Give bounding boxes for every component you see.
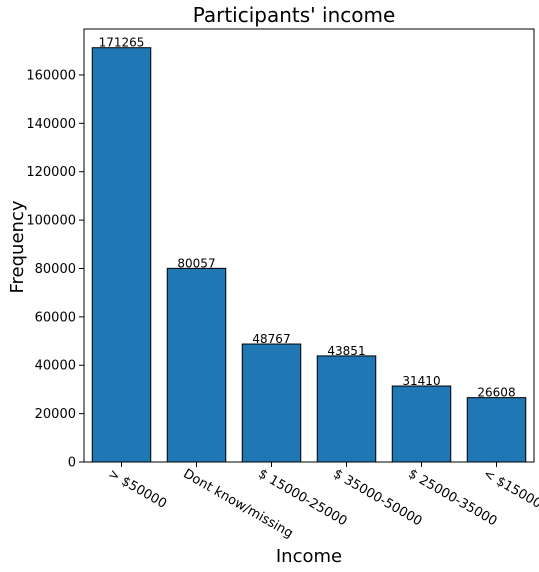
bar — [391, 385, 452, 463]
data-label: 43851 — [327, 344, 365, 358]
y-tick-label: 60000 — [35, 310, 76, 325]
data-label: 171265 — [99, 36, 145, 50]
x-axis-label: Income — [276, 546, 342, 567]
data-label: 31410 — [402, 374, 440, 388]
y-tick-label: 100000 — [26, 214, 76, 229]
plot-frame — [83, 28, 535, 463]
y-tick-label: 40000 — [35, 359, 76, 374]
data-label: 26608 — [477, 386, 515, 400]
y-tick-label: 0 — [68, 456, 76, 471]
y-tick-label: 20000 — [35, 407, 76, 422]
y-axis-label: Frequency — [7, 200, 28, 293]
chart-title: Participants' income — [193, 3, 396, 27]
y-tick-label: 120000 — [26, 165, 76, 180]
data-label: 48767 — [252, 332, 290, 346]
bar — [316, 355, 377, 463]
bar — [241, 343, 302, 463]
bar — [166, 267, 227, 463]
x-tick-label: < $15000 — [481, 466, 539, 511]
bar — [466, 397, 527, 463]
data-label: 80057 — [177, 256, 215, 270]
bar — [91, 47, 152, 463]
y-tick-label: 80000 — [35, 262, 76, 277]
y-tick-label: 140000 — [26, 117, 76, 132]
y-tick-label: 160000 — [26, 68, 76, 83]
x-tick-label: > $50000 — [106, 466, 169, 511]
